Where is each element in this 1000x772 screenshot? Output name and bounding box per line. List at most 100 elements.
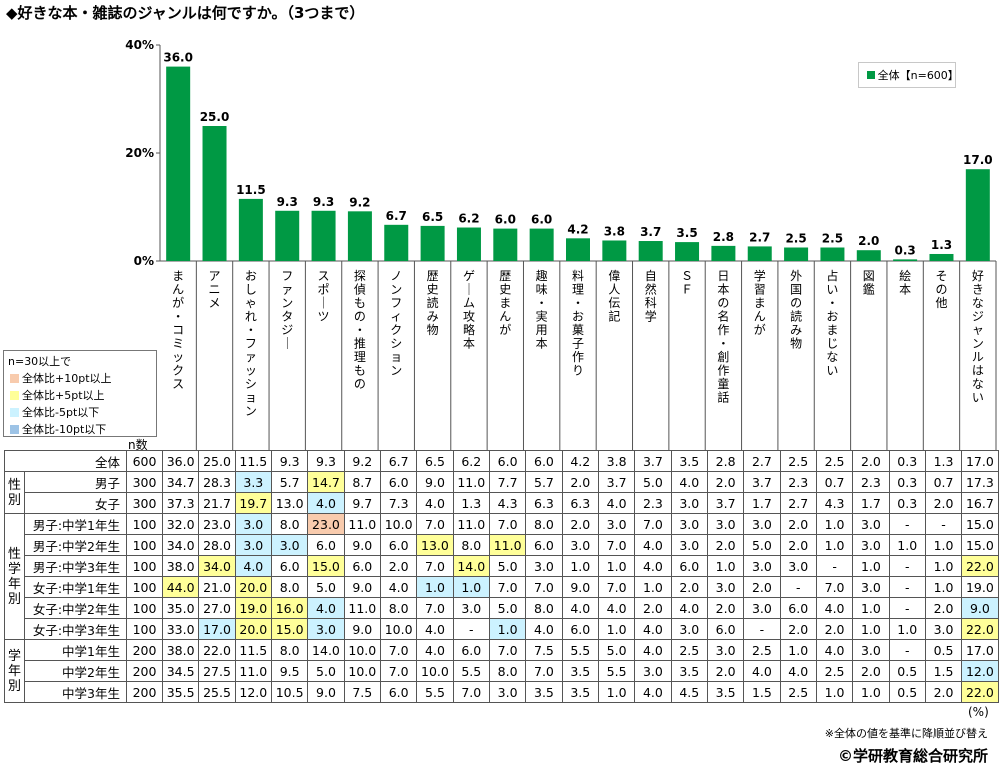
value-cell: 1.0 <box>597 681 636 703</box>
value-cell: 10.0 <box>343 639 381 661</box>
value-cell: 4.0 <box>416 639 454 661</box>
value-cell: 4.0 <box>234 555 272 577</box>
value-cell: 9.0 <box>343 576 381 598</box>
value-cell: 4.0 <box>634 555 672 577</box>
value-cell: 11.0 <box>488 534 527 556</box>
value-cell: 23.0 <box>198 513 236 535</box>
value-cell: 1.3 <box>452 492 490 514</box>
value-cell: 3.0 <box>525 555 563 577</box>
value-cell: 2.0 <box>924 492 963 514</box>
value-cell: 22.0 <box>961 555 999 577</box>
category-label: 学習まんが <box>754 268 766 337</box>
value-cell: 3.0 <box>706 639 745 661</box>
value-cell: 2.0 <box>561 513 599 535</box>
value-cell: 10.0 <box>416 660 454 682</box>
value-cell: 4.0 <box>416 618 454 640</box>
value-cell: 2.0 <box>706 471 745 493</box>
n-count-cell: 300 <box>126 471 163 493</box>
value-cell: 7.0 <box>815 576 854 598</box>
value-cell: 33.0 <box>161 618 200 640</box>
value-cell: 4.0 <box>815 597 854 619</box>
value-cell: 4.0 <box>634 534 672 556</box>
table-row: 中学3年生 200 35.5 25.5 12.0 10.5 9.0 7.5 6.0 5.5 7.0 3… <box>5 681 999 703</box>
bar <box>965 169 990 261</box>
value-cell: 27.0 <box>198 597 236 619</box>
bar <box>602 240 627 261</box>
value-cell: 6.5 <box>416 450 454 472</box>
value-cell: 1.3 <box>924 450 963 472</box>
n-count-cell: 600 <box>126 450 163 472</box>
value-cell: 25.5 <box>198 681 236 703</box>
sort-note: ※全体の値を基準に降順並び替え <box>824 727 988 740</box>
value-cell: 1.0 <box>597 555 636 577</box>
bar <box>347 211 372 261</box>
value-cell: 28.3 <box>198 471 236 493</box>
value-cell: 1.0 <box>924 534 963 556</box>
value-cell: 5.7 <box>270 471 309 493</box>
value-cell: 2.0 <box>706 597 745 619</box>
value-cell: 22.0 <box>961 618 999 640</box>
bar-value-label: 4.2 <box>567 222 588 236</box>
value-cell: 1.0 <box>852 618 890 640</box>
value-cell: 4.0 <box>670 471 708 493</box>
value-cell: 3.0 <box>452 597 490 619</box>
value-cell: 3.5 <box>525 681 563 703</box>
value-cell: 12.0 <box>961 660 999 682</box>
value-cell: 3.0 <box>270 534 309 556</box>
table-row: 性学年別男子:中学1年生 100 32.0 23.0 3.0 8.0 23.0 11.0 10.… <box>4 513 999 640</box>
bar <box>784 247 809 261</box>
n-count-cell: 100 <box>126 513 163 535</box>
value-cell: 4.0 <box>634 639 672 661</box>
value-cell: 10.0 <box>379 618 418 640</box>
y-tick-label: 40% <box>125 38 154 52</box>
value-cell: 6.0 <box>307 534 345 556</box>
bar <box>711 245 736 261</box>
value-cell: 3.0 <box>743 555 781 577</box>
value-cell: 14.7 <box>307 471 345 493</box>
value-cell: 4.0 <box>525 618 563 640</box>
category-label: おしゃれ・ファッション <box>245 269 257 418</box>
value-cell: 1.0 <box>852 681 890 703</box>
value-cell: 6.3 <box>561 492 599 514</box>
value-cell: 1.0 <box>452 576 490 598</box>
value-cell: 3.0 <box>634 660 672 682</box>
value-cell: 1.0 <box>634 576 672 598</box>
value-cell: 1.0 <box>815 534 854 556</box>
value-cell: 2.0 <box>924 681 963 703</box>
value-cell: 2.0 <box>670 576 708 598</box>
value-cell: 34.0 <box>161 534 200 556</box>
value-cell: 7.0 <box>452 681 490 703</box>
value-cell: 8.0 <box>525 597 563 619</box>
bar-value-label: 6.0 <box>531 213 552 227</box>
value-cell: - <box>779 576 817 598</box>
value-cell: 3.0 <box>670 513 708 535</box>
data-table: 全体 600 36.0 25.0 11.5 9.3 9.3 9.2 6.7 6.5 6.2 6.0 6.… <box>4 450 999 703</box>
value-cell: 2.0 <box>743 576 781 598</box>
value-cell: 7.0 <box>488 639 527 661</box>
value-cell: 3.8 <box>597 450 636 472</box>
bar-value-label: 2.8 <box>713 230 734 244</box>
value-cell: 7.3 <box>379 492 418 514</box>
value-cell: 9.0 <box>343 618 381 640</box>
value-cell: 3.0 <box>706 576 745 598</box>
row-group-label: 学年別 <box>4 639 25 703</box>
value-cell: - <box>888 639 926 661</box>
value-cell: 8.0 <box>525 513 563 535</box>
value-cell: 8.0 <box>270 513 309 535</box>
bar-value-label: 3.5 <box>676 226 697 240</box>
value-cell: 3.0 <box>924 618 963 640</box>
value-cell: 5.0 <box>307 576 345 598</box>
n-count-cell: 100 <box>126 555 163 577</box>
value-cell: 22.0 <box>198 639 236 661</box>
n-count-cell: 300 <box>126 492 163 514</box>
n-count-cell: 100 <box>126 534 163 556</box>
value-cell: 4.0 <box>597 492 636 514</box>
category-label: その他 <box>935 269 947 310</box>
value-cell: 1.0 <box>815 513 854 535</box>
value-cell: 15.0 <box>270 618 309 640</box>
bar-value-label: 1.3 <box>931 238 952 252</box>
bar-value-label: 2.0 <box>858 234 879 248</box>
value-cell: 3.0 <box>779 555 817 577</box>
value-cell: 2.0 <box>852 660 890 682</box>
y-tick-label: 20% <box>125 146 154 160</box>
